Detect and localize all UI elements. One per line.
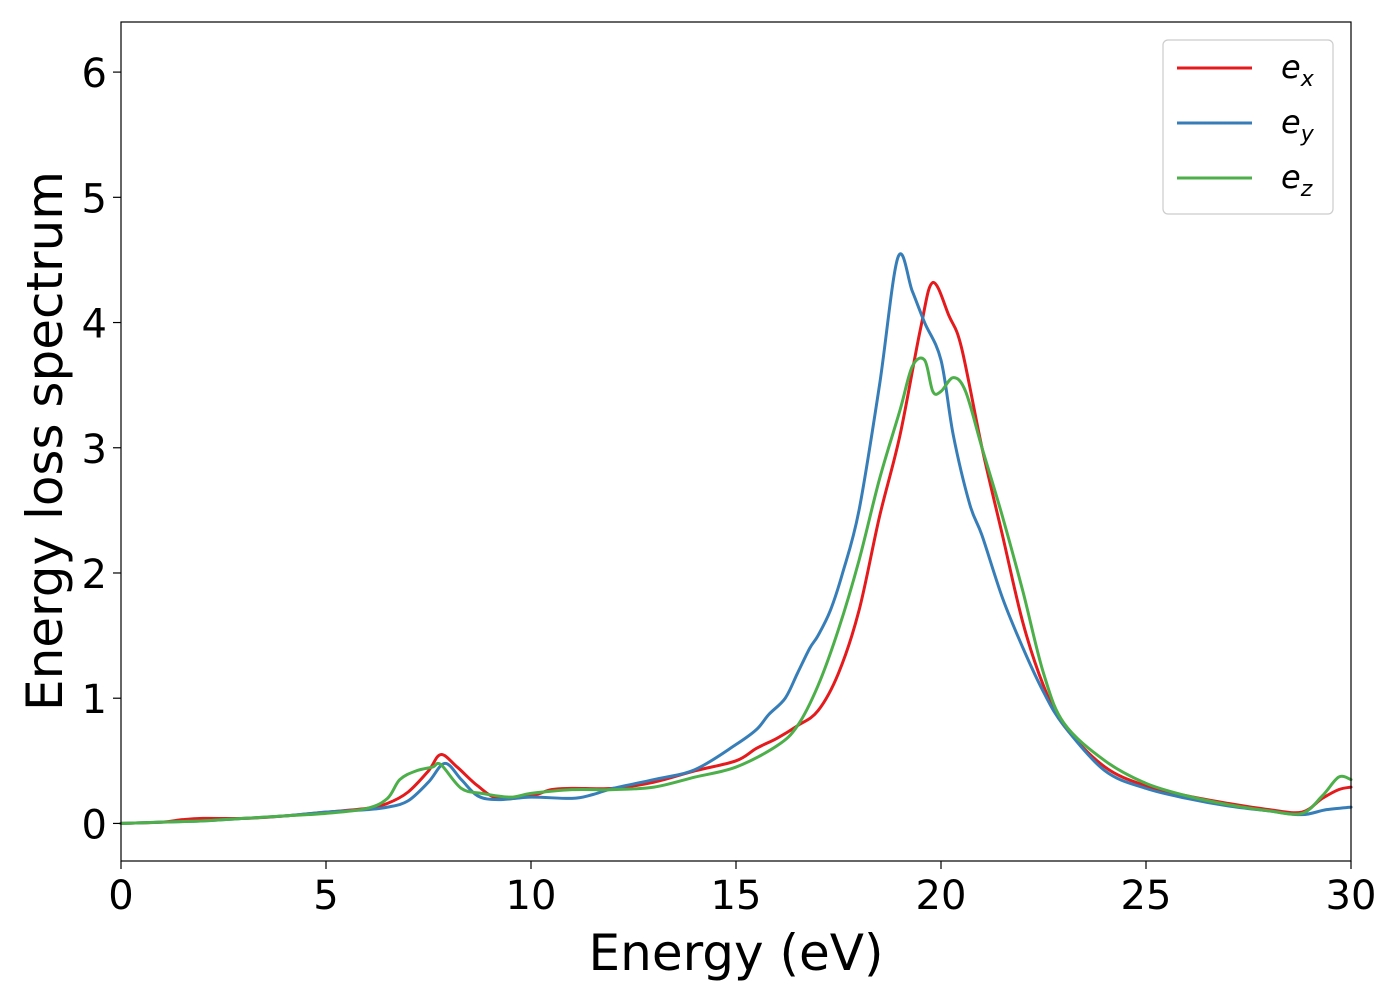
y-tick-label: 1 bbox=[82, 677, 107, 723]
legend-label-x: ex bbox=[1281, 48, 1315, 92]
y-tick-label: 4 bbox=[82, 302, 107, 348]
x-tick-label: 15 bbox=[711, 873, 762, 919]
legend-label-z: ez bbox=[1281, 158, 1313, 202]
x-tick-label: 25 bbox=[1121, 873, 1172, 919]
y-tick-label: 5 bbox=[82, 176, 107, 222]
y-tick-label: 0 bbox=[82, 802, 107, 848]
x-axis-title: Energy (eV) bbox=[589, 924, 884, 982]
y-axis: 0 1 2 3 4 5 6 bbox=[82, 51, 121, 848]
x-tick-label: 30 bbox=[1326, 873, 1377, 919]
series-line-y bbox=[119, 252, 1353, 825]
y-axis-title: Energy loss spectrum bbox=[16, 171, 74, 711]
y-tick-label: 2 bbox=[82, 552, 107, 598]
legend: ex ey ez bbox=[1162, 39, 1334, 215]
x-axis: 0 5 10 15 20 25 30 bbox=[108, 861, 1376, 919]
legend-label-y: ey bbox=[1281, 103, 1315, 147]
series-layer bbox=[119, 252, 1353, 825]
y-tick-label: 6 bbox=[82, 51, 107, 97]
plot-background bbox=[121, 22, 1351, 861]
x-tick-label: 10 bbox=[506, 873, 557, 919]
series-line-z bbox=[119, 356, 1353, 825]
x-tick-label: 5 bbox=[313, 873, 338, 919]
y-tick-label: 3 bbox=[82, 427, 107, 473]
series-line-x bbox=[119, 280, 1353, 825]
x-tick-label: 0 bbox=[108, 873, 133, 919]
x-tick-label: 20 bbox=[916, 873, 967, 919]
legend-box bbox=[1162, 39, 1334, 215]
